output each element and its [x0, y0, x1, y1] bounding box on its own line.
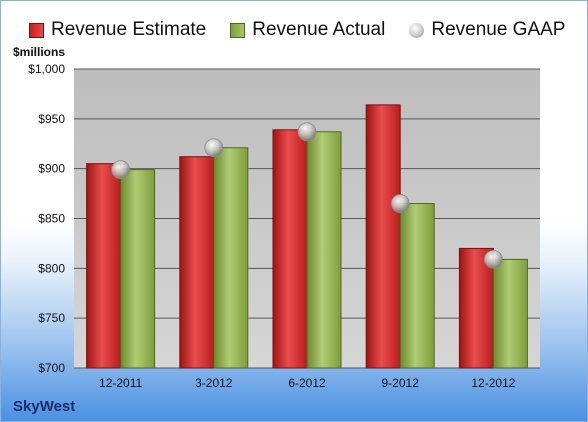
legend: Revenue Estimate Revenue Actual Revenue … [29, 17, 577, 43]
bar-revenue-actual [306, 131, 342, 369]
y-axis-unit-label: $millions [13, 45, 66, 59]
legend-label-gaap: Revenue GAAP [431, 19, 566, 40]
y-tick-label: $950 [38, 112, 65, 126]
x-tick-label: 6-2012 [288, 376, 326, 390]
bar-revenue-estimate [86, 163, 122, 369]
y-axis-ticks: $700 $750 $800 $850 $900 $950 $1,000 [28, 62, 65, 375]
gaap-marker [204, 138, 224, 158]
y-tick-label: $800 [38, 261, 65, 275]
legend-item-actual: Revenue Actual [230, 19, 385, 41]
legend-label-actual: Revenue Actual [252, 19, 386, 40]
x-tick-label: 3-2012 [195, 376, 233, 390]
y-tick-label: $700 [38, 361, 65, 375]
bar-revenue-actual [399, 203, 435, 369]
bar-revenue-actual [213, 147, 249, 369]
y-tick-label: $750 [38, 311, 65, 325]
x-axis-ticks: 12-2011 3-2012 6-2012 9-2012 12-2012 [99, 376, 516, 390]
x-tick-label: 12-2012 [471, 376, 515, 390]
y-tick-label: $1,000 [28, 62, 65, 76]
legend-swatch-estimate [29, 22, 44, 38]
gaap-marker [297, 122, 317, 142]
y-tick-label: $900 [38, 162, 65, 176]
bars [86, 104, 528, 369]
legend-item-gaap: Revenue GAAP [409, 19, 565, 41]
legend-swatch-gaap [409, 22, 425, 38]
bar-revenue-actual [120, 169, 156, 369]
bar-revenue-estimate [272, 129, 308, 369]
x-tick-label: 12-2011 [99, 376, 142, 390]
x-tick-label: 9-2012 [382, 376, 420, 390]
gaap-markers [111, 122, 503, 269]
company-name: SkyWest [13, 398, 76, 415]
gaap-marker [390, 194, 410, 213]
y-tick-label: $850 [38, 212, 65, 226]
bar-revenue-estimate [179, 156, 215, 369]
gaap-marker [483, 249, 503, 269]
bar-revenue-estimate [365, 104, 401, 369]
legend-label-estimate: Revenue Estimate [51, 19, 207, 40]
legend-item-estimate: Revenue Estimate [29, 19, 206, 41]
bar-revenue-actual [492, 258, 528, 369]
bar-revenue-estimate [458, 247, 494, 369]
legend-swatch-actual [230, 22, 246, 38]
gaap-marker [111, 160, 130, 180]
